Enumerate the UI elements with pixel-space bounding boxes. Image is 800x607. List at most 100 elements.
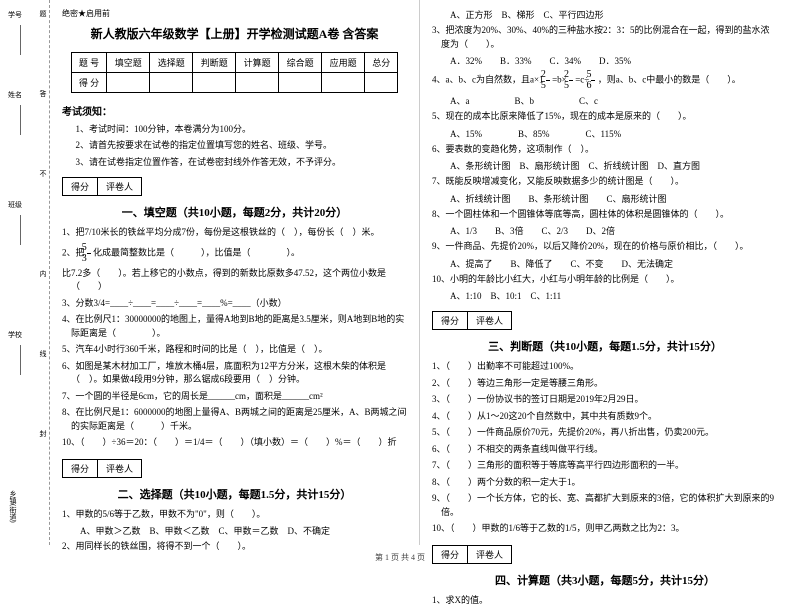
question: 4、在比例尺1：30000000的地图上，量得A地到B地的距离是3.5厘米，则A…: [62, 313, 407, 340]
question: 2、把 53 化成最简整数比是（ ），比值是（ ）。: [62, 243, 407, 264]
right-column: A、正方形 B、梯形 C、平行四边形 3、把浓度为20%、30%、40%的三种盐…: [420, 0, 790, 545]
question: 1、把7/10米长的铁丝平均分成7份，每份是这根铁丝的（ ），每份长（ ）米。: [62, 226, 407, 240]
td: [365, 73, 398, 93]
score-table: 题 号 填空题 选择题 判断题 计算题 综合题 应用题 总分 得 分: [71, 52, 399, 93]
td: [150, 73, 193, 93]
th: 填空题: [107, 53, 150, 73]
th: 选择题: [150, 53, 193, 73]
th: 综合题: [279, 53, 322, 73]
left-column: 绝密★启用前 新人教版六年级数学【上册】开学检测试题A卷 含答案 题 号 填空题…: [50, 0, 420, 545]
question: 5、汽车4小时行360千米，路程和时间的比是（ ），比值是（ ）。: [62, 343, 407, 357]
notice-item: 2、请首先按要求在试卷的指定位置填写您的姓名、班级、学号。: [62, 138, 407, 152]
binding-label-3: 班级: [8, 200, 22, 210]
score-label: 得分: [433, 312, 468, 329]
td: [279, 73, 322, 93]
part3-title: 三、判断题（共10小题，每题1.5分，共计15分）: [432, 338, 778, 354]
question: 6、要表数的变趋化势，这项制作（ ）。: [432, 143, 778, 157]
question: 8、（ ）两个分数的积一定大于1。: [432, 476, 778, 490]
options: A、提高了 B、降低了 C、不变 D、无法确定: [432, 257, 778, 270]
part1-title: 一、填空题（共10小题，每题2分，共计20分）: [62, 204, 407, 220]
score-box: 得分评卷人: [432, 311, 512, 330]
grader-label: 评卷人: [98, 460, 141, 477]
options: A、条形统计图 B、扇形统计图 C、折线统计图 D、直方图: [432, 159, 778, 172]
question: 4、（ ）从1～20这20个自然数中，其中共有质数9个。: [432, 410, 778, 424]
seal-text: 内: [38, 270, 48, 277]
seal-text: 封: [38, 430, 48, 437]
question: 8、在比例尺是1：6000000的地图上量得A、B两城之间的距离是25厘米，A、…: [62, 406, 407, 433]
question: 比7.2多（ ）。若上移它的小数点，得到的新数比原数多47.52，这个两位小数是…: [62, 267, 407, 294]
th: 题 号: [71, 53, 107, 73]
question: 9、（ ）一个长方体，它的长、宽、高都扩大到原来的3倍，它的体积扩大到原来的9倍…: [432, 492, 778, 519]
fraction: 53: [87, 243, 91, 264]
th: 应用题: [322, 53, 365, 73]
question: 5、（ ）一件商品原价70元，先提价20%，再八折出售，仍卖200元。: [432, 426, 778, 440]
binding-label-2: 姓名: [8, 90, 22, 100]
fraction: 56: [591, 70, 595, 91]
score-label: 得分: [63, 460, 98, 477]
question: 1、（ ）出勤率不可能超过100%。: [432, 360, 778, 374]
question: 6、如图是某木材加工厂，堆放木桶4层，底面积为12平方分米，这根木柴的体积是（ …: [62, 360, 407, 387]
question: 10、（ ）÷36＝20：（ ）＝1/4＝（ ）（填小数）＝（ ）%＝（ ）折: [62, 436, 407, 450]
options: A、1:10 B、10:1 C、1:11: [432, 289, 778, 302]
notice-title: 考试须知：: [62, 103, 407, 118]
grader-label: 评卷人: [98, 178, 141, 195]
question: 1、求X的值。: [432, 594, 778, 607]
question: 10、小明的年龄比小红大，小红与小明年龄的比例是（ ）。: [432, 273, 778, 287]
options: A、正方形 B、梯形 C、平行四边形: [432, 8, 778, 21]
score-label: 得分: [63, 178, 98, 195]
td: 得 分: [71, 73, 107, 93]
seal-text: 题: [38, 10, 48, 17]
secret-label: 绝密★启用前: [62, 8, 407, 19]
grader-label: 评卷人: [468, 312, 511, 329]
question: 7、一个圆的半径是6cm，它的周长是______cm，面积是______cm²: [62, 390, 407, 404]
question: 3、（ ）一份协议书的签订日期是2019年2月29日。: [432, 393, 778, 407]
q-text: ，则a、b、c中最小的数是（ ）。: [598, 75, 741, 85]
part4-title: 四、计算题（共3小题，每题5分，共计15分）: [432, 572, 778, 588]
td: [236, 73, 279, 93]
question: 6、（ ）不相交的两条直线叫做平行线。: [432, 443, 778, 457]
notice-item: 1、考试时间：100分钟，本卷满分为100分。: [62, 122, 407, 136]
binding-line: [20, 345, 21, 375]
binding-line: [20, 105, 21, 135]
binding-label-1: 学号: [8, 10, 22, 20]
binding-line: [20, 25, 21, 55]
part2-title: 二、选择题（共10小题，每题1.5分，共计15分）: [62, 486, 407, 502]
options: A、折线统计图 B、条形统计图 C、扇形统计图: [432, 192, 778, 205]
options: A、a B、b C、c: [432, 94, 778, 107]
notice-item: 3、请在试卷指定位置作答，在试卷密封线外作答无效，不予评分。: [62, 155, 407, 169]
options: A、甲数＞乙数 B、甲数＜乙数 C、甲数＝乙数 D、不确定: [62, 524, 407, 537]
binding-label-5: 乡镇(街道): [8, 490, 18, 523]
question: 5、现在的成本比原来降低了15%，现在的成本是原来的（ ）。: [432, 110, 778, 124]
question: 2、（ ）等边三角形一定是等腰三角形。: [432, 377, 778, 391]
exam-title: 新人教版六年级数学【上册】开学检测试题A卷 含答案: [62, 25, 407, 42]
q-text: 4、a、b、c为自然数，且a×1: [432, 75, 544, 85]
score-box: 得分评卷人: [62, 177, 142, 196]
seal-text: 线: [38, 350, 48, 357]
fraction: 25: [546, 70, 550, 91]
binding-margin: 学号 姓名 班级 学校 乡镇(街道) 题 答 不 内 线 封: [0, 0, 50, 545]
td: [193, 73, 236, 93]
th: 判断题: [193, 53, 236, 73]
question: 7、（ ）三角形的面积等于等底等高平行四边形面积的一半。: [432, 459, 778, 473]
th: 计算题: [236, 53, 279, 73]
td: [322, 73, 365, 93]
th: 总分: [365, 53, 398, 73]
seal-text: 答: [38, 90, 48, 97]
question: 10、（ ）甲数的1/6等于乙数的1/5，则甲乙两数之比为2：3。: [432, 522, 778, 536]
fraction: 25: [569, 70, 573, 91]
page-footer: 第 1 页 共 4 页: [0, 552, 800, 563]
q-text: 化成最简整数比是（ ），比值是（ ）。: [93, 247, 300, 257]
options: A、15% B、85% C、115%: [432, 127, 778, 140]
question: 1、甲数的5/6等于乙数，甲数不为"0"，则（ ）。: [62, 508, 407, 522]
seal-text: 不: [38, 170, 48, 177]
binding-label-4: 学校: [8, 330, 22, 340]
question: 7、既能反映增减变化，又能反映数据多少的统计图是（ ）。: [432, 175, 778, 189]
question: 9、一件商品、先提价20%，以后又降价20%，现在的价格与原价相比，（ ）。: [432, 240, 778, 254]
options: A、1/3 B、3倍 C、2/3 D、2倍: [432, 224, 778, 237]
binding-line: [20, 215, 21, 245]
question: 3、把浓度为20%、30%、40%的三种盐水按2：3：5的比例混合在一起，得到的…: [432, 24, 778, 51]
question: 8、一个圆柱体和一个圆锥体等底等高，圆柱体的体积是圆锥体的（ ）。: [432, 208, 778, 222]
options: A．32% B．33% C．34% D．35%: [432, 54, 778, 67]
td: [107, 73, 150, 93]
score-box: 得分评卷人: [62, 459, 142, 478]
